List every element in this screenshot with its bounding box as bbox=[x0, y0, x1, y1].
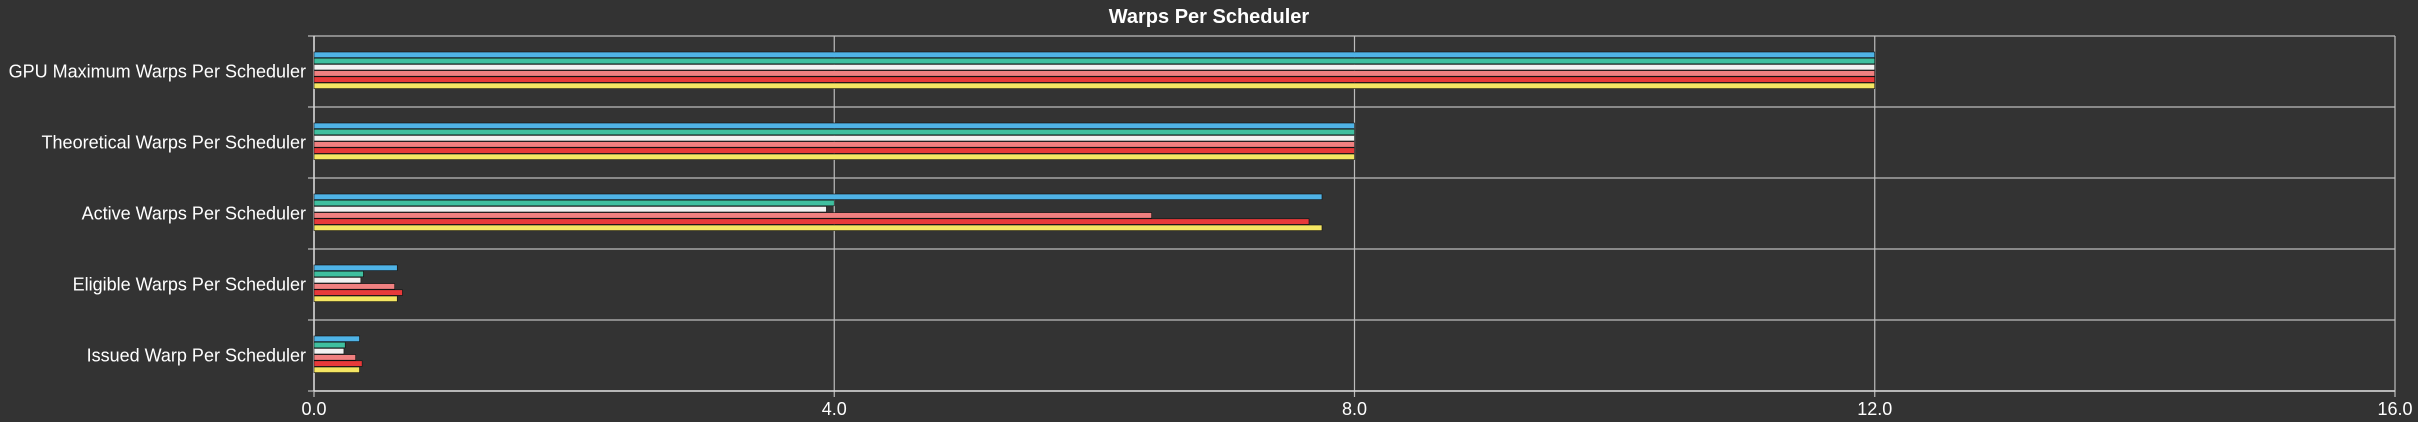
bar bbox=[313, 348, 345, 355]
bar bbox=[313, 212, 1152, 219]
category-label: Eligible Warps Per Scheduler bbox=[73, 275, 306, 295]
x-tick-label: 8.0 bbox=[1342, 399, 1367, 419]
bar bbox=[313, 70, 1876, 77]
bar bbox=[313, 360, 363, 367]
bar bbox=[313, 141, 1355, 148]
bar bbox=[313, 64, 1876, 71]
bar bbox=[313, 264, 398, 271]
bar bbox=[313, 218, 1310, 225]
bar bbox=[313, 135, 1355, 142]
category-label: Theoretical Warps Per Scheduler bbox=[42, 133, 306, 153]
bar bbox=[313, 147, 1355, 154]
category-label: GPU Maximum Warps Per Scheduler bbox=[9, 62, 306, 82]
bar bbox=[313, 206, 827, 213]
x-tick-label: 16.0 bbox=[2377, 399, 2412, 419]
bar bbox=[313, 128, 1355, 136]
bar bbox=[313, 354, 356, 361]
bar bbox=[313, 82, 1876, 89]
bar bbox=[313, 51, 1876, 58]
bar bbox=[313, 295, 398, 302]
bar bbox=[313, 283, 395, 290]
bar bbox=[313, 57, 1876, 65]
x-tick-label: 0.0 bbox=[301, 399, 326, 419]
bar bbox=[313, 193, 1323, 200]
bar bbox=[313, 76, 1876, 83]
bar bbox=[313, 335, 360, 342]
bar bbox=[313, 366, 360, 373]
bar bbox=[313, 341, 346, 349]
bar bbox=[313, 289, 403, 296]
chart-title: Warps Per Scheduler bbox=[1108, 6, 1310, 28]
bar bbox=[313, 224, 1323, 231]
category-label: Issued Warp Per Scheduler bbox=[87, 346, 306, 366]
category-label: Active Warps Per Scheduler bbox=[82, 204, 306, 224]
bar bbox=[313, 277, 362, 284]
bar bbox=[313, 199, 835, 207]
bar bbox=[313, 270, 364, 278]
bar bbox=[313, 153, 1355, 160]
x-tick-label: 4.0 bbox=[822, 399, 847, 419]
x-tick-label: 12.0 bbox=[1857, 399, 1892, 419]
bar bbox=[313, 122, 1355, 129]
